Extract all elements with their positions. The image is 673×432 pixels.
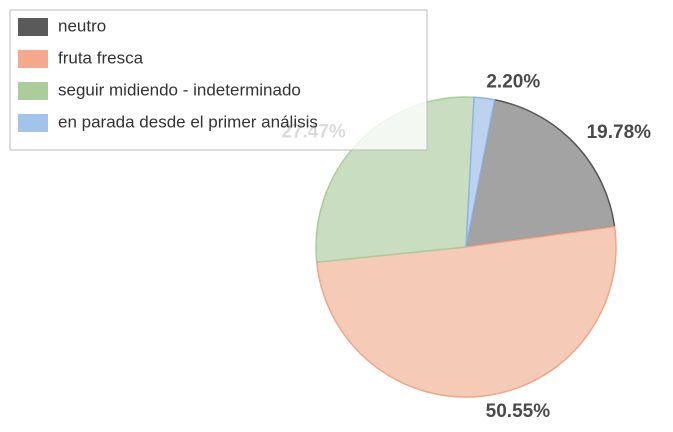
legend-label: en parada desde el primer análisis: [58, 112, 318, 131]
legend-swatch: [18, 18, 48, 36]
data-label: 19.78%: [587, 122, 652, 143]
legend-swatch: [18, 114, 48, 132]
pie-slice: [465, 96, 496, 248]
pie-slice: [315, 225, 617, 398]
data-label: 2.20%: [486, 71, 540, 92]
legend-label: neutro: [58, 16, 106, 35]
legend-label: fruta fresca: [58, 48, 144, 67]
legend-label: seguir midiendo - indeterminado: [58, 80, 301, 99]
data-label: 50.55%: [486, 401, 551, 422]
legend: neutro fruta fresca seguir midiendo - inde…: [9, 9, 428, 151]
pie: [315, 96, 617, 398]
legend-swatch: [18, 82, 48, 100]
pie-slice: [465, 98, 616, 248]
legend-box: [9, 9, 428, 151]
legend-swatch: [18, 50, 48, 68]
